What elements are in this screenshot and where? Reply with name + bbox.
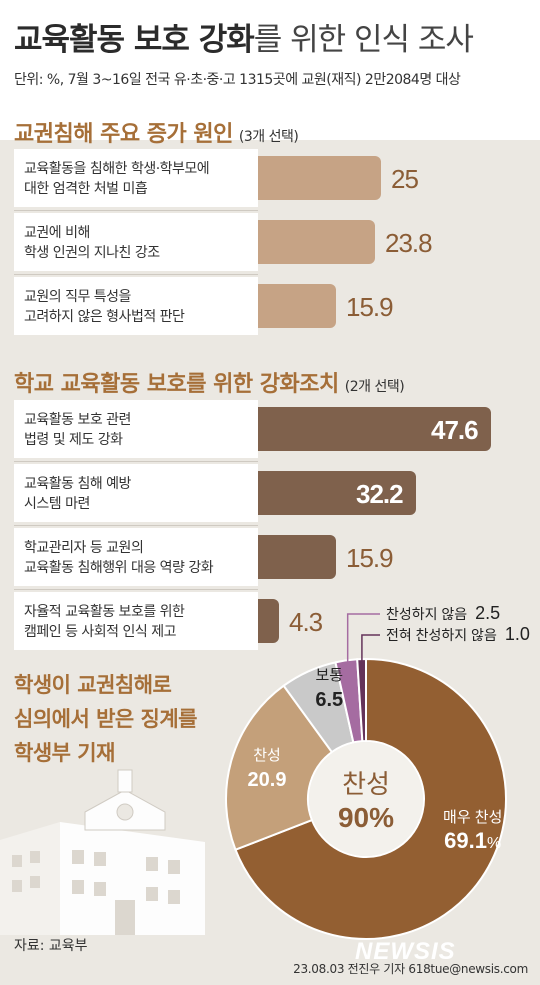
question-line-2: 심의에서 받은 징계를 xyxy=(14,707,198,731)
newsis-logo: NEWSIS xyxy=(355,938,456,965)
title-light: 를 위한 인식 조사 xyxy=(253,22,474,58)
donut-label-agree-value: 20.9 xyxy=(248,769,287,791)
measure-label-1-line-0: 교육활동 침해 예방 xyxy=(24,476,131,492)
donut-label-disagree-value: 2.5 xyxy=(475,603,500,623)
cause-label-0-line-0: 교육활동을 침해한 학생·학부모에 xyxy=(24,161,210,177)
cause-bar-1 xyxy=(258,220,375,264)
section1-note: (3개 선택) xyxy=(238,129,299,145)
question-line-3: 학생부 기재 xyxy=(14,741,115,765)
credit: 23.08.03 전진우 기자 618tue@newsis.com xyxy=(293,962,528,976)
measure-bar-1 xyxy=(258,471,416,515)
cause-value-2: 15.9 xyxy=(346,292,394,322)
donut-label-strongly-disagree-name: 전혀 찬성하지 않음 1.0 xyxy=(386,624,530,644)
cause-bar-2 xyxy=(258,284,336,328)
measure-bar-0 xyxy=(258,407,491,451)
cause-label-2-line-1: 고려하지 않은 형사법적 판단 xyxy=(24,309,185,325)
header: 교육활동 보호 강화를 위한 인식 조사 단위: %, 7월 3~16일 전국 … xyxy=(0,0,540,140)
measure-label-0-line-1: 법령 및 제도 강화 xyxy=(24,432,123,448)
donut-label-disagree-name: 찬성하지 않음 2.5 xyxy=(386,603,500,623)
cause-label-1-line-1: 학생 인권의 지나친 강조 xyxy=(24,245,160,261)
section2-title: 학교 교육활동 보호를 위한 강화조치 (2개 선택) xyxy=(14,366,405,398)
donut-center-value: 90% xyxy=(338,802,394,833)
donut-label-very-agree-suffix: % xyxy=(487,835,501,852)
section1-title: 교권침해 주요 증가 원인 (3개 선택) xyxy=(14,116,299,148)
donut-leader-strongly-disagree xyxy=(361,634,380,670)
donut-center-label: 찬성 xyxy=(342,769,390,799)
measure-label-3-line-1: 캠페인 등 사회적 인식 제고 xyxy=(24,624,176,640)
measure-label-2-line-0: 학교관리자 등 교원의 xyxy=(24,540,144,556)
measure-label-0-line-0: 교육활동 보호 관련 xyxy=(24,412,131,428)
measure-label-1-line-1: 시스템 마련 xyxy=(24,496,90,512)
section2-title-text: 학교 교육활동 보호를 위한 강화조치 xyxy=(14,372,339,397)
school-building-icon xyxy=(0,769,205,935)
cause-separator-0 xyxy=(14,210,258,211)
cause-label-2-line-0: 교원의 직무 특성을 xyxy=(24,289,131,305)
donut-question: 학생이 교권침해로 심의에서 받은 징계를 학생부 기재 xyxy=(14,668,198,770)
measure-bar-2 xyxy=(258,535,336,579)
donut-slice-agree xyxy=(225,684,334,852)
unit-note: 단위: %, 7월 3~16일 전국 유·초·중·고 1315곳에 교원(재직)… xyxy=(14,72,461,88)
measure-value-3: 4.3 xyxy=(289,607,323,637)
page-title: 교육활동 보호 강화를 위한 인식 조사 xyxy=(14,14,474,59)
cause-value-0: 25 xyxy=(391,164,419,194)
donut-leader-disagree xyxy=(346,613,380,671)
cause-label-1-line-0: 교권에 비해 xyxy=(24,225,90,241)
donut-slice-very-agree xyxy=(234,657,507,940)
donut-label-strongly-disagree-value: 1.0 xyxy=(505,624,530,644)
measure-value-0: 47.6 xyxy=(431,415,479,445)
donut-slice-strongly-disagree xyxy=(356,657,367,743)
cause-value-1: 23.8 xyxy=(385,228,433,258)
measure-label-3-line-0: 자율적 교육활동 보호를 위한 xyxy=(24,604,185,620)
measure-label-2-line-1: 교육활동 침해행위 대응 역량 강화 xyxy=(24,560,214,576)
measure-separator-0 xyxy=(14,461,258,462)
donut-label-agree-name: 찬성 xyxy=(253,747,281,764)
source: 자료: 교육부 xyxy=(14,938,88,954)
cause-bar-0 xyxy=(258,156,381,200)
measure-bar-3 xyxy=(258,599,279,643)
measure-separator-1 xyxy=(14,525,258,526)
donut-center xyxy=(309,742,423,856)
cause-label-0-line-1: 대한 엄격한 처벌 미흡 xyxy=(24,181,148,197)
donut-label-very-agree-name: 매우 찬성 xyxy=(443,809,502,826)
cause-separator-1 xyxy=(14,274,258,275)
section2-note: (2개 선택) xyxy=(344,379,405,395)
measure-separator-2 xyxy=(14,589,258,590)
title-bold: 교육활동 보호 강화 xyxy=(14,22,255,58)
donut-label-neutral-value: 6.5 xyxy=(315,689,343,711)
section1-title-text: 교권침해 주요 증가 원인 xyxy=(14,122,233,147)
donut-label-neutral-name: 보통 xyxy=(315,667,343,684)
measure-value-2: 15.9 xyxy=(346,543,394,573)
measure-value-1: 32.2 xyxy=(356,479,404,509)
question-line-1: 학생이 교권침해로 xyxy=(14,673,172,697)
